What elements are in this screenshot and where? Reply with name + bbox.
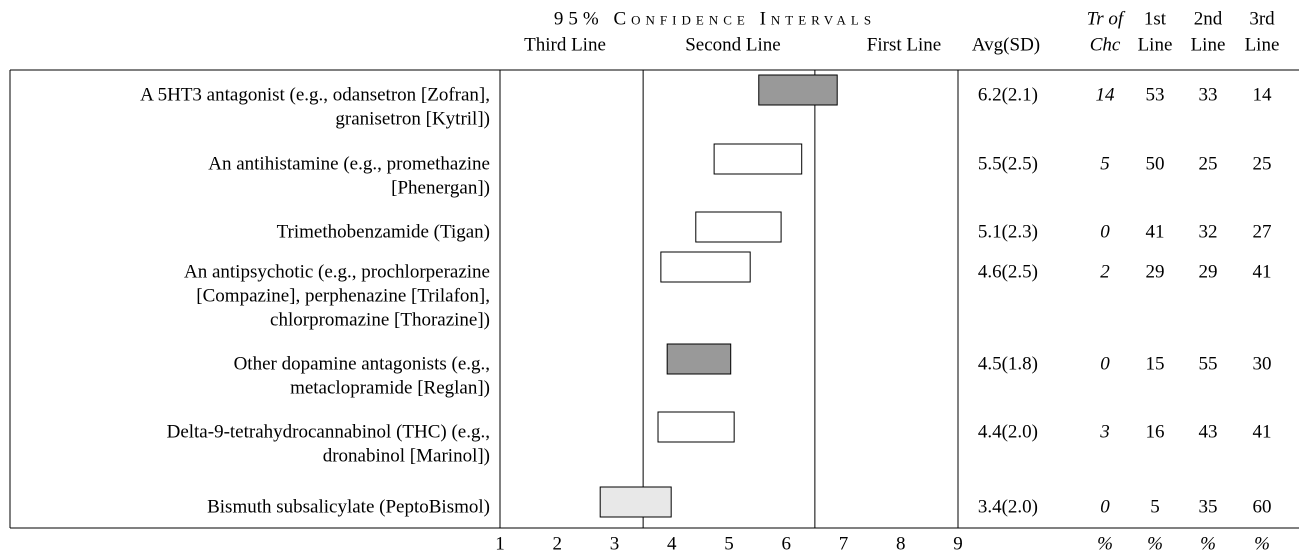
row-label: An antipsychotic (e.g., prochlorperazine bbox=[184, 261, 490, 282]
column-header: Tr of bbox=[1087, 8, 1126, 29]
row-label: Trimethobenzamide (Tigan) bbox=[277, 221, 490, 242]
avg-sd: 4.4(2.0) bbox=[978, 421, 1038, 442]
row-label: A 5HT3 antagonist (e.g., odansetron [Zof… bbox=[140, 84, 490, 105]
row-label: Delta-9-tetrahydrocannabinol (THC) (e.g.… bbox=[167, 421, 490, 442]
percent-first: 29 bbox=[1146, 261, 1165, 282]
ci-bar bbox=[660, 251, 751, 283]
percent-first: 16 bbox=[1146, 421, 1165, 442]
percent-first: 5 bbox=[1150, 496, 1160, 517]
column-header: 3rd bbox=[1249, 8, 1275, 29]
percent-second: 29 bbox=[1199, 261, 1218, 282]
percent-first: 41 bbox=[1146, 221, 1165, 242]
unit-label: % bbox=[1254, 533, 1270, 553]
x-tick-label: 9 bbox=[953, 533, 963, 553]
avg-sd: 6.2(2.1) bbox=[978, 84, 1038, 105]
treatment-choice: 0 bbox=[1100, 221, 1110, 242]
row-label: An antihistamine (e.g., promethazine bbox=[208, 153, 490, 174]
percent-third: 14 bbox=[1253, 84, 1273, 105]
row-label: Bismuth subsalicylate (PeptoBismol) bbox=[207, 496, 490, 517]
zone-label: First Line bbox=[867, 34, 941, 55]
zone-label: Third Line bbox=[524, 34, 606, 55]
row-label: [Compazine], perphenazine [Trilafon], bbox=[196, 285, 490, 306]
column-header: Line bbox=[1191, 34, 1226, 55]
column-header: Chc bbox=[1090, 34, 1121, 55]
treatment-choice: 3 bbox=[1099, 421, 1110, 442]
column-header: 2nd bbox=[1194, 8, 1223, 29]
percent-first: 50 bbox=[1146, 153, 1165, 174]
percent-third: 60 bbox=[1253, 496, 1272, 517]
avg-sd: 4.5(1.8) bbox=[978, 353, 1038, 374]
x-tick-label: 4 bbox=[667, 533, 677, 553]
percent-third: 25 bbox=[1253, 153, 1272, 174]
zone-label: Second Line bbox=[685, 34, 781, 55]
ci-bar bbox=[713, 143, 803, 175]
percent-third: 41 bbox=[1253, 421, 1272, 442]
treatment-choice: 0 bbox=[1100, 353, 1110, 374]
percent-first: 53 bbox=[1146, 84, 1165, 105]
percent-second: 32 bbox=[1199, 221, 1218, 242]
ci-bar bbox=[599, 486, 672, 518]
row-label: [Phenergan]) bbox=[391, 177, 490, 198]
column-header: Line bbox=[1245, 34, 1280, 55]
percent-first: 15 bbox=[1146, 353, 1165, 374]
column-header: Avg(SD) bbox=[972, 34, 1040, 55]
x-tick-label: 1 bbox=[495, 533, 505, 553]
treatment-choice: 2 bbox=[1100, 261, 1110, 282]
treatment-choice: 14 bbox=[1096, 84, 1116, 105]
avg-sd: 4.6(2.5) bbox=[978, 261, 1038, 282]
percent-third: 30 bbox=[1253, 353, 1272, 374]
row-label: dronabinol [Marinol]) bbox=[323, 445, 490, 466]
title: 95% Confidence Intervals bbox=[554, 8, 876, 29]
x-tick-label: 2 bbox=[553, 533, 563, 553]
x-tick-label: 5 bbox=[724, 533, 734, 553]
treatment-choice: 5 bbox=[1100, 153, 1110, 174]
x-tick-label: 7 bbox=[839, 533, 849, 553]
percent-second: 35 bbox=[1199, 496, 1218, 517]
row-label: metaclopramide [Reglan]) bbox=[290, 377, 490, 398]
unit-label: % bbox=[1097, 533, 1113, 553]
percent-second: 55 bbox=[1199, 353, 1218, 374]
percent-second: 25 bbox=[1199, 153, 1218, 174]
ci-bar bbox=[695, 211, 782, 243]
treatment-choice: 0 bbox=[1100, 496, 1110, 517]
percent-third: 41 bbox=[1253, 261, 1272, 282]
avg-sd: 5.5(2.5) bbox=[978, 153, 1038, 174]
ci-bar bbox=[657, 411, 735, 443]
ci-bar bbox=[758, 74, 838, 106]
percent-second: 33 bbox=[1199, 84, 1218, 105]
row-label: chlorpromazine [Thorazine]) bbox=[270, 309, 490, 330]
row-label: granisetron [Kytril]) bbox=[335, 108, 490, 129]
percent-second: 43 bbox=[1199, 421, 1218, 442]
avg-sd: 5.1(2.3) bbox=[978, 221, 1038, 242]
row-label: Other dopamine antagonists (e.g., bbox=[234, 353, 490, 374]
x-tick-label: 8 bbox=[896, 533, 906, 553]
avg-sd: 3.4(2.0) bbox=[978, 496, 1038, 517]
column-header: Line bbox=[1138, 34, 1173, 55]
ci-bar bbox=[666, 343, 732, 375]
x-tick-label: 6 bbox=[782, 533, 792, 553]
unit-label: % bbox=[1147, 533, 1163, 553]
x-tick-label: 3 bbox=[610, 533, 620, 553]
unit-label: % bbox=[1200, 533, 1216, 553]
percent-third: 27 bbox=[1253, 221, 1272, 242]
column-header: 1st bbox=[1144, 8, 1167, 29]
